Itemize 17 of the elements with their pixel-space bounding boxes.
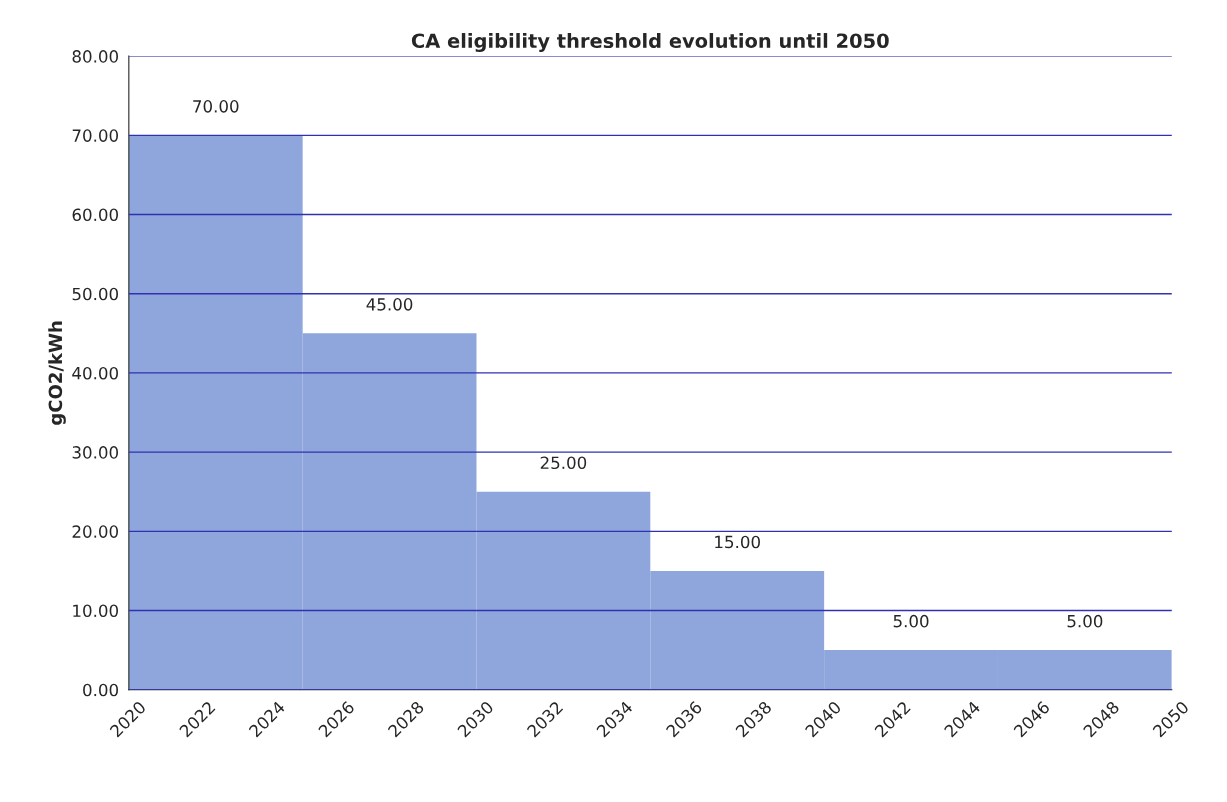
data-label: 5.00 xyxy=(1067,614,1103,628)
data-label: 25.00 xyxy=(540,456,587,470)
data-label: 15.00 xyxy=(715,535,760,549)
data-label: 70.00 xyxy=(193,100,239,113)
y-tick-label: 70.00 xyxy=(72,129,119,142)
y-tick-label: 60.00 xyxy=(72,208,119,222)
y-tick-label: 20.00 xyxy=(72,525,119,538)
y-tick-label: 30.00 xyxy=(72,446,119,459)
y-tick-label: 40.00 xyxy=(72,366,119,380)
data-label: 45.00 xyxy=(366,298,413,311)
y-axis-title: gCO2/kWh xyxy=(48,321,66,425)
data-label: 5.00 xyxy=(893,614,929,628)
y-tick-label: 50.00 xyxy=(72,287,119,301)
chart-title: CA eligibility threshold evolution until 2050 xyxy=(411,33,889,52)
y-tick-label: 80.00 xyxy=(72,50,119,63)
y-tick-label: 10.00 xyxy=(73,604,119,618)
y-tick-label: 0.00 xyxy=(83,683,119,697)
